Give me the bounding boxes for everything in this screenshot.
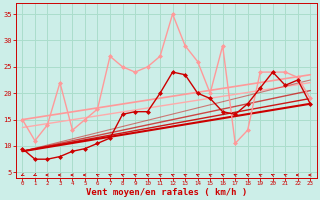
X-axis label: Vent moyen/en rafales ( km/h ): Vent moyen/en rafales ( km/h ) [86,188,247,197]
